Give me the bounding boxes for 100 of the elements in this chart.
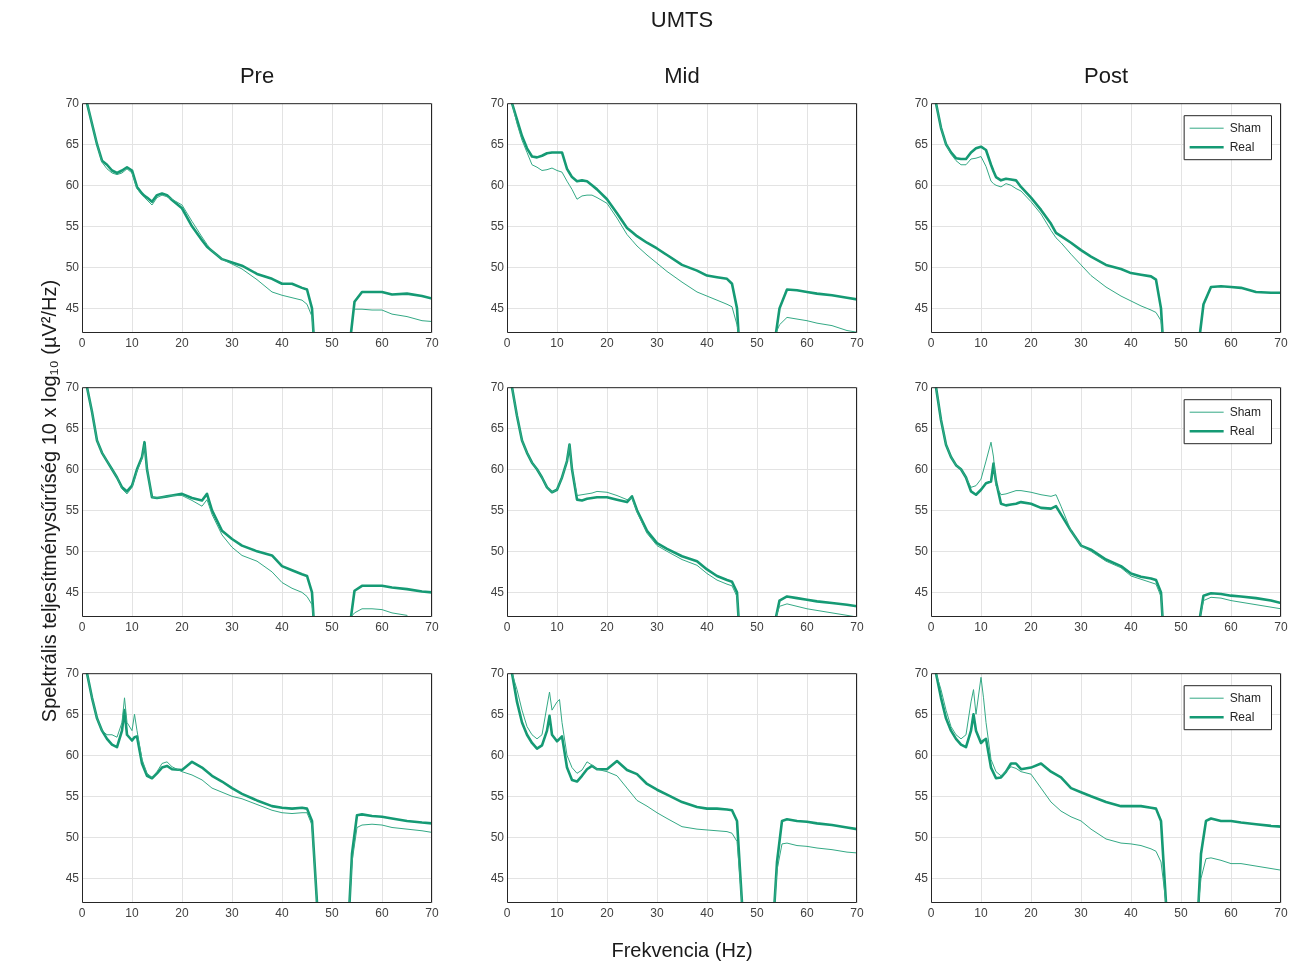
y-tick-label: 50 [914, 259, 929, 274]
y-tick-label: 60 [914, 177, 929, 192]
y-tick-label: 65 [490, 136, 505, 151]
y-tick-label: 50 [490, 259, 505, 274]
x-tick-label: 10 [974, 905, 988, 920]
legend-label: Sham [1229, 404, 1262, 419]
x-tick-label: 30 [650, 335, 664, 350]
y-tick-label: 45 [490, 300, 505, 315]
y-tick-label: 55 [490, 502, 505, 517]
x-tick-label: 50 [750, 619, 764, 634]
y-tick-label: 55 [65, 788, 80, 803]
legend-label: Real [1229, 423, 1255, 438]
legend-label: Sham [1229, 120, 1262, 135]
y-tick-label: 65 [65, 706, 80, 721]
chart-title: Mid [663, 63, 701, 89]
y-tick-label: 55 [490, 788, 505, 803]
x-tick-label: 0 [927, 905, 935, 920]
y-tick-label: 45 [914, 584, 929, 599]
x-tick-label: 0 [78, 335, 86, 350]
legend-label: Sham [1229, 690, 1262, 705]
x-tick-label: 20 [175, 335, 189, 350]
x-tick-label: 70 [1274, 619, 1288, 634]
x-tick-label: 30 [1074, 619, 1088, 634]
y-tick-label: 45 [490, 584, 505, 599]
x-tick-label: 60 [1224, 335, 1238, 350]
chart-title: Post [1083, 63, 1129, 89]
x-axis-title: Frekvencia (Hz) [610, 939, 754, 962]
x-tick-label: 50 [1174, 905, 1188, 920]
x-tick-label: 60 [375, 619, 389, 634]
y-tick-label: 55 [914, 502, 929, 517]
y-tick-label: 60 [65, 177, 80, 192]
y-tick-label: 65 [65, 136, 80, 151]
x-tick-label: 30 [225, 335, 239, 350]
x-tick-label: 20 [600, 905, 614, 920]
x-tick-label: 50 [750, 335, 764, 350]
x-tick-label: 50 [1174, 619, 1188, 634]
x-tick-label: 50 [325, 619, 339, 634]
x-tick-label: 70 [850, 619, 864, 634]
y-tick-label: 65 [914, 706, 929, 721]
x-tick-label: 60 [800, 335, 814, 350]
y-tick-label: 65 [65, 420, 80, 435]
y-tick-label: 50 [490, 829, 505, 844]
y-tick-label: 60 [65, 747, 80, 762]
y-tick-label: 65 [490, 706, 505, 721]
y-tick-label: 50 [914, 543, 929, 558]
y-tick-label: 55 [65, 218, 80, 233]
x-tick-label: 40 [700, 905, 714, 920]
y-tick-label: 65 [914, 420, 929, 435]
x-tick-label: 40 [1124, 619, 1138, 634]
y-tick-label: 70 [914, 665, 929, 680]
y-tick-label: 50 [65, 829, 80, 844]
x-tick-label: 20 [1024, 905, 1038, 920]
chart-title: Pre [238, 63, 276, 89]
x-tick-label: 10 [125, 335, 139, 350]
x-tick-label: 40 [1124, 905, 1138, 920]
x-tick-label: 30 [225, 619, 239, 634]
x-tick-label: 70 [425, 335, 439, 350]
y-tick-label: 65 [490, 420, 505, 435]
y-tick-label: 70 [65, 379, 80, 394]
x-tick-label: 10 [974, 335, 988, 350]
y-tick-label: 60 [490, 461, 505, 476]
y-tick-label: 50 [65, 259, 80, 274]
y-tick-label: 60 [490, 747, 505, 762]
x-tick-label: 0 [927, 619, 935, 634]
y-tick-label: 70 [490, 665, 505, 680]
x-tick-label: 60 [1224, 619, 1238, 634]
x-tick-label: 30 [1074, 905, 1088, 920]
x-tick-label: 0 [78, 905, 86, 920]
x-tick-label: 30 [650, 619, 664, 634]
x-tick-label: 70 [1274, 335, 1288, 350]
legend-label: Real [1229, 139, 1255, 154]
y-tick-label: 55 [914, 788, 929, 803]
y-axis-title: Spektrális teljesítménysűrűség 10 x log₁₀ (µV²/Hz) [38, 278, 61, 725]
y-tick-label: 70 [490, 95, 505, 110]
y-tick-label: 50 [490, 543, 505, 558]
x-tick-label: 50 [325, 335, 339, 350]
x-tick-label: 60 [1224, 905, 1238, 920]
x-tick-label: 0 [503, 335, 511, 350]
x-tick-label: 70 [1274, 905, 1288, 920]
x-tick-label: 20 [1024, 335, 1038, 350]
x-tick-label: 40 [275, 335, 289, 350]
x-tick-label: 50 [750, 905, 764, 920]
x-tick-label: 0 [927, 335, 935, 350]
x-tick-label: 70 [850, 905, 864, 920]
x-tick-label: 30 [650, 905, 664, 920]
x-tick-label: 70 [425, 905, 439, 920]
y-tick-label: 45 [490, 870, 505, 885]
x-tick-label: 60 [800, 619, 814, 634]
x-tick-label: 60 [375, 335, 389, 350]
y-tick-label: 55 [490, 218, 505, 233]
y-tick-label: 70 [65, 665, 80, 680]
y-tick-label: 70 [914, 379, 929, 394]
x-tick-label: 20 [175, 905, 189, 920]
y-tick-label: 45 [914, 300, 929, 315]
text: UMTS [649, 7, 715, 33]
x-tick-label: 20 [600, 619, 614, 634]
x-tick-label: 30 [1074, 335, 1088, 350]
x-tick-label: 50 [1174, 335, 1188, 350]
x-tick-label: 60 [800, 905, 814, 920]
y-tick-label: 45 [65, 584, 80, 599]
